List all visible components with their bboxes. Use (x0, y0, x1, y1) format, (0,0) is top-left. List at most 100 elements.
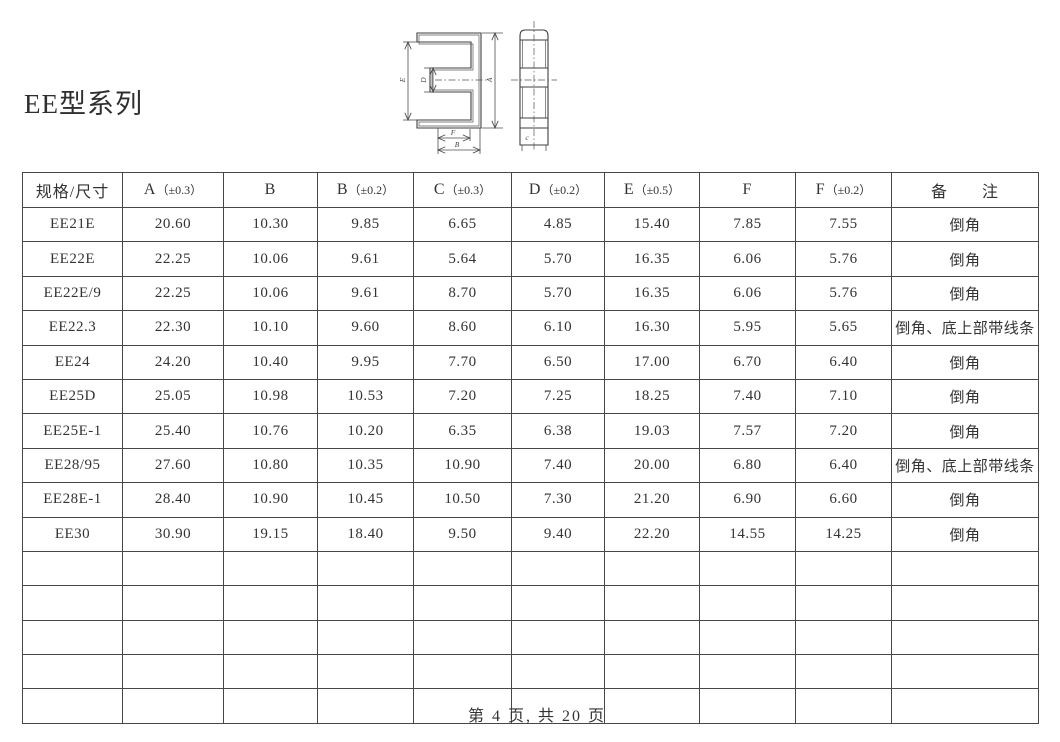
value-cell: 9.61 (317, 275, 414, 312)
dim-label-e: E (398, 77, 407, 83)
column-header-d: D（±0.2） (511, 172, 605, 208)
value-cell: 14.55 (699, 516, 796, 552)
table-row: EE22E 22.25 10.06 9.61 5.64 5.70 16.35 6.06 5.76… (22, 241, 1039, 277)
column-header-remark: 备 注 (891, 172, 1039, 208)
value-cell: 10.90 (223, 482, 318, 518)
value-cell (795, 550, 892, 587)
value-cell (122, 688, 224, 724)
value-cell (317, 654, 414, 690)
remark-cell: 倒角 (891, 378, 1039, 415)
value-cell (511, 585, 605, 621)
value-cell: 10.40 (223, 344, 318, 380)
value-cell: 8.70 (413, 275, 512, 312)
column-header-a: A（±0.3） (122, 172, 224, 208)
remark-cell (891, 550, 1039, 587)
spec-table: 规格/尺寸 A（±0.3） B B（±0.2） C（±0.3） D（±0.2） … (22, 172, 1039, 724)
spec-cell: EE22.3 (22, 310, 123, 346)
value-cell: 25.40 (122, 413, 224, 449)
value-cell: 5.70 (511, 241, 605, 277)
value-cell: 19.15 (223, 516, 318, 552)
header-row: 规格/尺寸 A（±0.3） B B（±0.2） C（±0.3） D（±0.2） … (22, 172, 1039, 208)
column-header-spec: 规格/尺寸 (22, 172, 123, 208)
value-cell: 10.06 (223, 275, 318, 312)
value-cell: 6.70 (699, 344, 796, 380)
value-cell: 22.30 (122, 310, 224, 346)
table-row: EE30 30.90 19.15 18.40 9.50 9.40 22.20 14.55 14.… (22, 516, 1039, 552)
ee-core-technical-drawing: E D A F B (398, 21, 557, 154)
value-cell (223, 619, 318, 656)
remark-cell (891, 688, 1039, 724)
value-cell: 18.25 (604, 378, 700, 415)
remark-cell: 倒角 (891, 344, 1039, 380)
value-cell: 10.20 (317, 413, 414, 449)
value-cell (511, 688, 605, 724)
value-cell: 10.98 (223, 378, 318, 415)
remark-cell: 倒角 (891, 482, 1039, 518)
value-cell: 9.60 (317, 310, 414, 346)
value-cell: 5.95 (699, 310, 796, 346)
spec-cell: EE24 (22, 344, 123, 380)
value-cell: 6.90 (699, 482, 796, 518)
table-row: EE22.3 22.30 10.10 9.60 8.60 6.10 16.30 5.95 5.6… (22, 310, 1039, 346)
remark-cell (891, 619, 1039, 656)
value-cell: 10.76 (223, 413, 318, 449)
value-cell: 7.57 (699, 413, 796, 449)
value-cell: 6.80 (699, 447, 796, 484)
value-cell: 18.40 (317, 516, 414, 552)
value-cell: 28.40 (122, 482, 224, 518)
remark-cell: 倒角 (891, 413, 1039, 449)
value-cell (604, 550, 700, 587)
value-cell: 10.53 (317, 378, 414, 415)
e-core-front-view: E D A F B (398, 33, 503, 154)
spec-cell: EE28E-1 (22, 482, 123, 518)
value-cell (604, 654, 700, 690)
value-cell: 20.00 (604, 447, 700, 484)
value-cell: 7.85 (699, 206, 796, 243)
spec-cell (22, 585, 123, 621)
value-cell: 16.35 (604, 241, 700, 277)
value-cell: 7.20 (795, 413, 892, 449)
value-cell (413, 688, 512, 724)
value-cell (795, 654, 892, 690)
table-row (22, 550, 1039, 587)
spec-cell: EE30 (22, 516, 123, 552)
table-row (22, 585, 1039, 621)
value-cell: 5.65 (795, 310, 892, 346)
column-header-f: F (699, 172, 796, 208)
value-cell: 10.45 (317, 482, 414, 518)
table-row: EE24 24.20 10.40 9.95 7.70 6.50 17.00 6.70 6.40 倒… (22, 344, 1039, 380)
spec-cell: EE22E (22, 241, 123, 277)
value-cell: 5.76 (795, 241, 892, 277)
spec-cell (22, 688, 123, 724)
remark-cell: 倒角、底上部带线条 (891, 310, 1039, 346)
value-cell: 10.50 (413, 482, 512, 518)
value-cell (699, 654, 796, 690)
value-cell (122, 654, 224, 690)
value-cell: 10.06 (223, 241, 318, 277)
value-cell: 7.20 (413, 378, 512, 415)
value-cell: 6.60 (795, 482, 892, 518)
value-cell: 9.85 (317, 206, 414, 243)
remark-cell (891, 585, 1039, 621)
value-cell: 5.70 (511, 275, 605, 312)
value-cell: 7.70 (413, 344, 512, 380)
dim-label-f: F (450, 128, 456, 137)
value-cell: 5.64 (413, 241, 512, 277)
dim-label-c: c (525, 133, 529, 142)
e-core-side-view: c (511, 21, 557, 151)
value-cell: 6.50 (511, 344, 605, 380)
value-cell: 25.05 (122, 378, 224, 415)
table-row: EE28/95 27.60 10.80 10.35 10.90 7.40 20.00 6.80… (22, 447, 1039, 484)
table-row (22, 688, 1039, 724)
value-cell (317, 688, 414, 724)
value-cell: 7.40 (699, 378, 796, 415)
value-cell (122, 585, 224, 621)
value-cell: 17.00 (604, 344, 700, 380)
value-cell: 22.20 (604, 516, 700, 552)
spec-cell (22, 550, 123, 587)
value-cell: 16.35 (604, 275, 700, 312)
remark-cell: 倒角 (891, 516, 1039, 552)
value-cell: 7.10 (795, 378, 892, 415)
column-header-f-tol: F（±0.2） (795, 172, 892, 208)
value-cell: 10.80 (223, 447, 318, 484)
